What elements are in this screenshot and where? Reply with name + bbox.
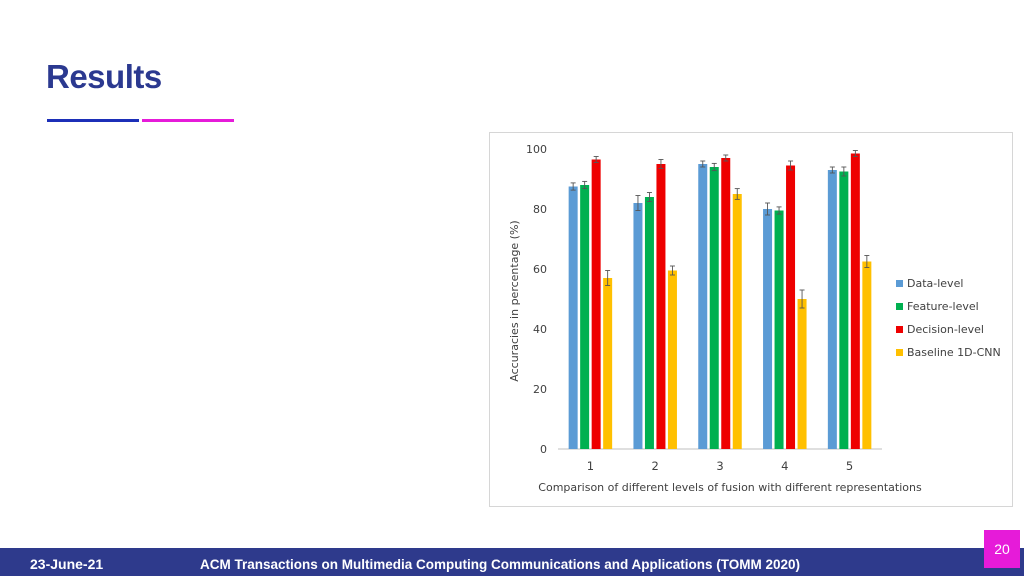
- bar: [709, 167, 719, 449]
- legend-swatch: [896, 326, 903, 333]
- legend-swatch: [896, 349, 903, 356]
- chart-axes: 0 20 40 60 80 100 Accuracies in percentage (%)…: [508, 143, 922, 494]
- bar: [862, 261, 872, 449]
- bar: [698, 164, 708, 449]
- bar: [656, 164, 666, 449]
- y-tick-label: 20: [533, 383, 547, 396]
- bar: [721, 158, 731, 449]
- bar: [797, 299, 807, 449]
- title-underline-right: [142, 119, 234, 122]
- bar-chart: 0 20 40 60 80 100 Accuracies in percentage (%)…: [508, 143, 1001, 494]
- x-tick-label: 3: [716, 459, 723, 473]
- bar: [732, 194, 742, 449]
- bar: [644, 197, 654, 449]
- y-tick-label: 80: [533, 203, 547, 216]
- footer-journal: ACM Transactions on Multimedia Computing…: [200, 557, 801, 572]
- y-tick-label: 100: [526, 143, 547, 156]
- legend-swatch: [896, 303, 903, 310]
- bar: [580, 185, 590, 449]
- legend-label: Data-level: [907, 277, 963, 290]
- legend-label: Baseline 1D-CNN: [907, 346, 1001, 359]
- bar: [839, 171, 849, 449]
- x-tick-label: 2: [652, 459, 659, 473]
- bar: [591, 159, 601, 449]
- chart-bars: [568, 150, 872, 449]
- bar: [786, 165, 796, 449]
- bar: [763, 209, 773, 449]
- legend-label: Decision-level: [907, 323, 984, 336]
- y-tick-label: 40: [533, 323, 547, 336]
- x-tick-label: 5: [846, 459, 853, 473]
- bar: [568, 186, 578, 449]
- legend-label: Feature-level: [907, 300, 979, 313]
- footer-date: 23-June-21: [30, 556, 104, 572]
- y-tick-label: 0: [540, 443, 547, 456]
- bar: [667, 270, 677, 449]
- chart-legend: Data-level Feature-level Decision-level Bas…: [896, 277, 1001, 359]
- chart-frame: 0 20 40 60 80 100 Accuracies in percentage (%)…: [489, 132, 1013, 507]
- bar: [774, 210, 784, 449]
- y-axis-label: Accuracies in percentage (%): [508, 220, 521, 381]
- bar: [633, 203, 643, 449]
- y-tick-label: 60: [533, 263, 547, 276]
- x-tick-label: 4: [781, 459, 788, 473]
- x-tick-label: 1: [587, 459, 594, 473]
- title-underline-left: [47, 119, 139, 122]
- page-number: 20: [984, 530, 1020, 568]
- slide-title: Results: [46, 58, 162, 95]
- legend-swatch: [896, 280, 903, 287]
- footer-bar: [0, 548, 1024, 576]
- bar: [827, 170, 837, 449]
- x-axis-label: Comparison of different levels of fusion…: [538, 481, 922, 494]
- bar: [850, 153, 860, 449]
- bar: [603, 278, 613, 449]
